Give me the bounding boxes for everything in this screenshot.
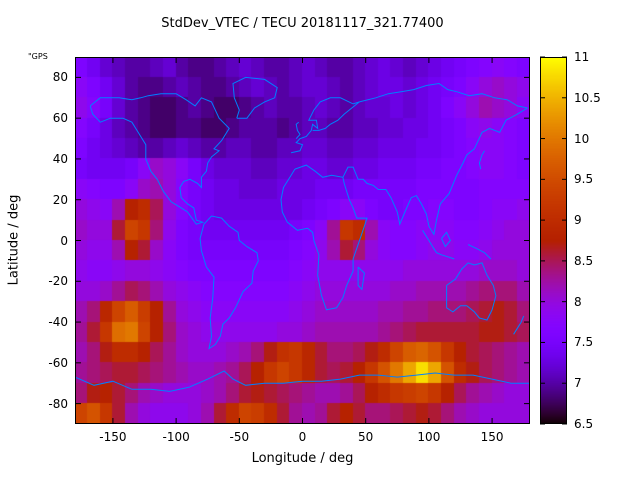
x-tick-label: 100 — [417, 430, 441, 444]
y-tick-label: -20 — [48, 274, 68, 289]
x-tick-label: -100 — [162, 430, 190, 444]
y-tick-label: 60 — [52, 111, 68, 126]
colorbar-tick-label: 9 — [574, 213, 582, 228]
tick-marks-layer — [75, 56, 567, 425]
colorbar-tick-label: 10 — [574, 131, 590, 146]
coastline-south-america — [199, 215, 259, 350]
y-tick-label: -40 — [48, 315, 68, 330]
coastline-indonesia — [422, 230, 455, 260]
x-tick-label: 150 — [480, 430, 504, 444]
chart-title: StdDev_VTEC / TECU 20181117_321.77400 — [161, 16, 444, 31]
colorbar-tick-label: 10.5 — [574, 90, 601, 105]
colorbar-tick-label: 7 — [574, 376, 582, 391]
y-tick-label: 20 — [52, 192, 68, 207]
y-tick-label: 80 — [52, 70, 68, 85]
coastline-africa — [280, 164, 368, 311]
coastline-madagascar — [357, 266, 365, 291]
x-axis-label: Longitude / deg — [251, 451, 354, 466]
coastline-new-zealand — [513, 315, 525, 335]
coastline-japan — [478, 150, 485, 170]
colorbar-tick-label: 9.5 — [574, 172, 594, 187]
corner-gps-label: "GPS — [28, 52, 48, 61]
coastlines-layer — [75, 76, 530, 392]
x-tick-label: -50 — [229, 430, 250, 444]
y-axis-label: Latitude / deg — [6, 194, 22, 286]
y-tick-label: -60 — [48, 355, 68, 370]
y-tick-label: -80 — [48, 396, 68, 411]
colorbar-canvas — [540, 57, 567, 424]
coastline-borneo — [441, 231, 451, 248]
coastline-britain — [295, 121, 301, 139]
coastline-australia — [446, 262, 497, 321]
plot-border — [75, 57, 530, 424]
colorbar-tick-label: 7.5 — [574, 335, 594, 350]
x-tick-label: 0 — [298, 430, 307, 444]
coastline-antarctica — [75, 370, 530, 392]
heatmap-canvas — [75, 57, 530, 424]
y-tick-label: 40 — [52, 151, 68, 166]
y-tick-label: 0 — [60, 233, 68, 248]
coastline-asia-north — [359, 82, 528, 109]
colorbar-tick-label: 8.5 — [574, 253, 594, 268]
colorbar-tick-label: 6.5 — [574, 417, 594, 431]
colorbar-tick-label: 11 — [574, 50, 590, 64]
coastline-greenland — [232, 76, 278, 119]
colorbar-tick-label: 8 — [574, 294, 582, 309]
x-tick-label: 50 — [358, 430, 374, 444]
coastline-new-guinea — [467, 244, 492, 260]
x-tick-label: -150 — [99, 430, 127, 444]
coastline-north-america — [89, 93, 230, 225]
colorbar-border — [540, 57, 567, 424]
coastline-asia-east — [342, 107, 528, 236]
coastline-europe — [290, 97, 360, 154]
